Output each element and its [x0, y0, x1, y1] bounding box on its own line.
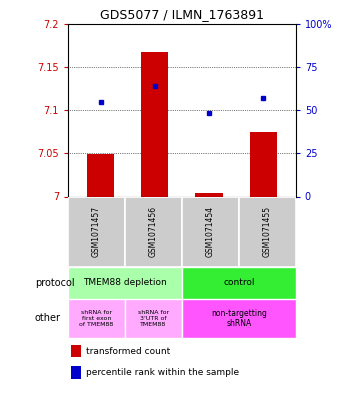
Title: GDS5077 / ILMN_1763891: GDS5077 / ILMN_1763891	[100, 8, 264, 21]
Text: other: other	[35, 313, 61, 323]
Text: non-targetting
shRNA: non-targetting shRNA	[211, 309, 267, 328]
Bar	[182, 196, 239, 267]
Bar	[125, 196, 182, 267]
Bar	[68, 196, 125, 267]
Text: protocol: protocol	[35, 278, 74, 288]
Text: shRNA for
3'UTR of
TMEM88: shRNA for 3'UTR of TMEM88	[138, 310, 169, 327]
Text: transformed count: transformed count	[86, 347, 170, 356]
Bar	[71, 345, 81, 357]
Bar	[182, 267, 296, 299]
Text: percentile rank within the sample: percentile rank within the sample	[86, 368, 239, 377]
Bar	[125, 299, 182, 338]
Text: GSM1071455: GSM1071455	[263, 206, 272, 257]
Bar	[68, 267, 182, 299]
Text: GSM1071457: GSM1071457	[92, 206, 101, 257]
Bar	[195, 193, 223, 196]
Text: GSM1071456: GSM1071456	[149, 206, 158, 257]
Bar	[239, 196, 296, 267]
Bar	[182, 299, 296, 338]
Bar	[250, 132, 277, 196]
Bar	[141, 52, 168, 196]
Text: GSM1071454: GSM1071454	[206, 206, 215, 257]
Bar	[71, 366, 81, 379]
Bar	[68, 299, 125, 338]
Bar	[87, 154, 114, 196]
Text: shRNA for
first exon
of TMEM88: shRNA for first exon of TMEM88	[79, 310, 114, 327]
Text: TMEM88 depletion: TMEM88 depletion	[83, 279, 167, 287]
Text: control: control	[223, 279, 255, 287]
